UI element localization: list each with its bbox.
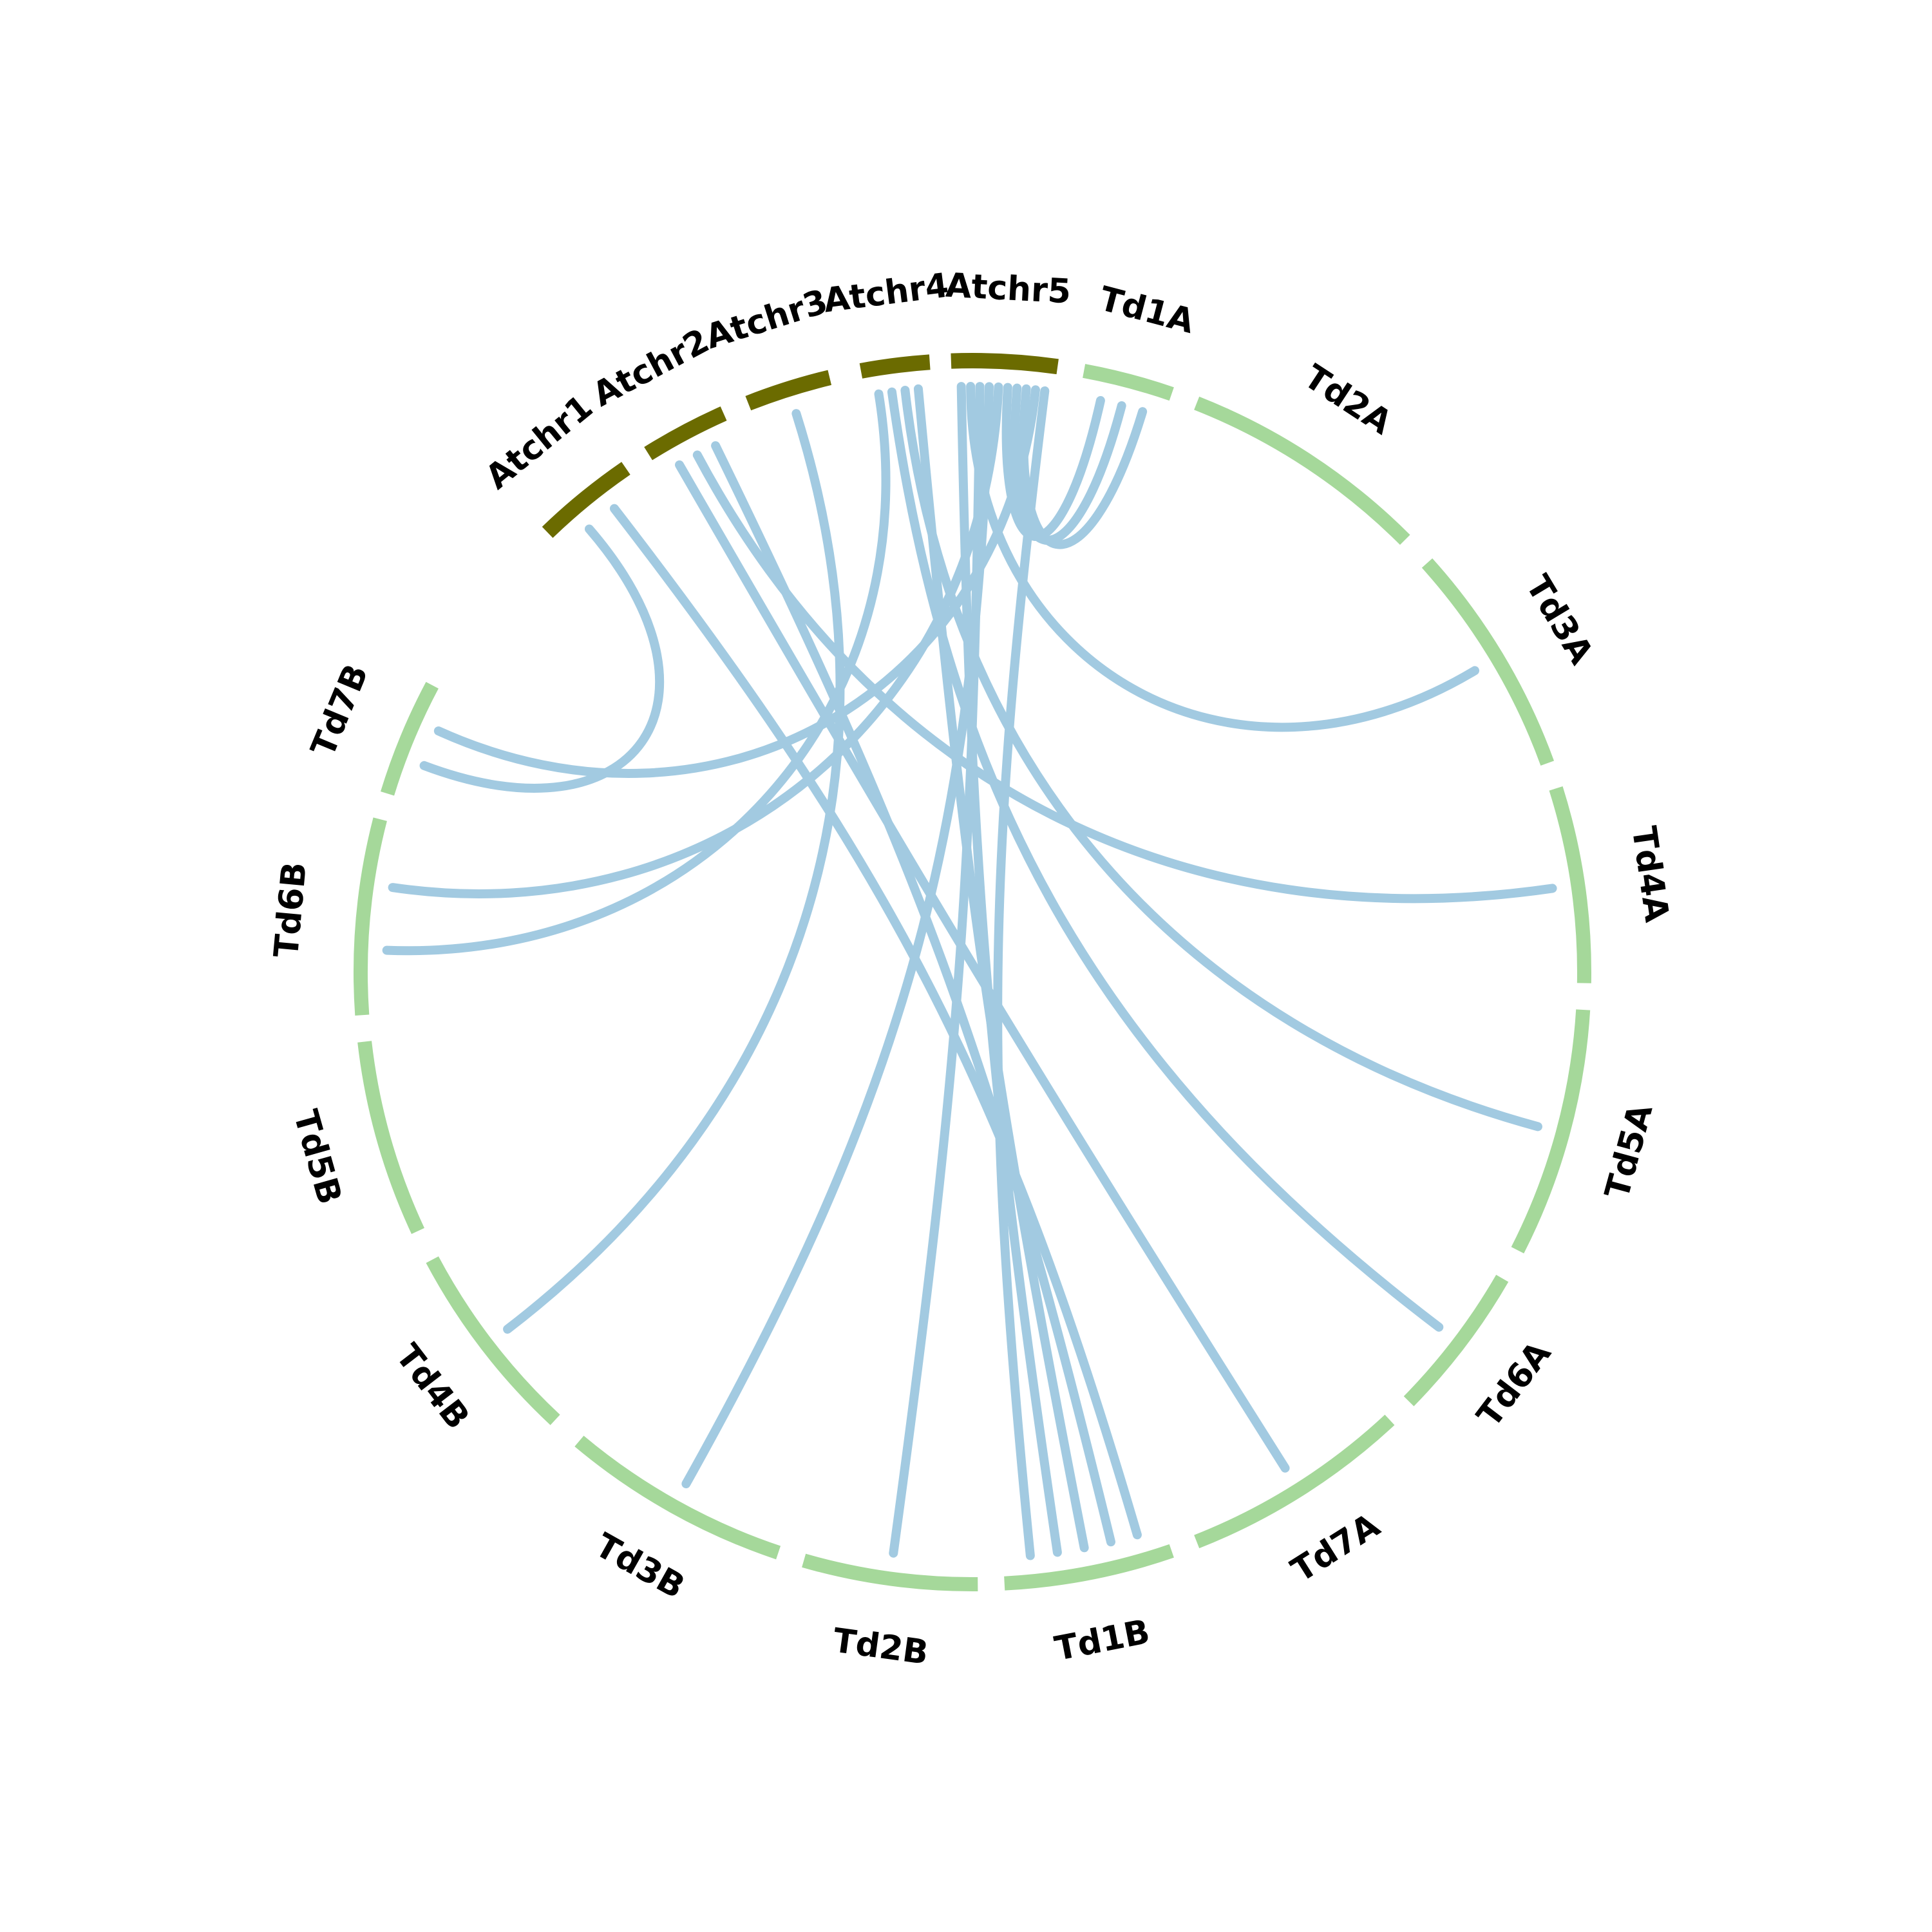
segment-label-atchr1: Atchr1 xyxy=(478,388,600,497)
segment-td6a xyxy=(1403,1274,1509,1406)
segment-label-td2b: Td2B xyxy=(831,1622,931,1672)
link-atchr4-td6b xyxy=(382,389,891,956)
segment-label-td7b: Td7B xyxy=(304,659,376,762)
segment-td7a xyxy=(1194,1414,1395,1549)
link-atchr1-td7b xyxy=(419,524,664,793)
segment-td5b xyxy=(357,1041,424,1235)
segment-label-atchr5: Atchr5 xyxy=(945,266,1072,311)
segment-label-td7a: Td7A xyxy=(1285,1506,1387,1590)
link-atchr2-td1b xyxy=(711,441,1116,1547)
link-atchr5-td3a xyxy=(966,382,1480,732)
segment-td1a xyxy=(1083,364,1174,401)
link-atchr1-td1b xyxy=(609,504,1142,1540)
segment-label-td1a: Td1A xyxy=(1095,279,1198,341)
segment-atchr4 xyxy=(859,354,931,379)
segment-label-td3b: Td3B xyxy=(589,1526,691,1607)
segments-layer xyxy=(354,353,1591,1591)
segment-atchr3 xyxy=(745,370,832,411)
segment-atchr1 xyxy=(542,462,630,538)
segment-td5a xyxy=(1511,1009,1591,1254)
segment-atchr5 xyxy=(951,353,1059,375)
segment-td4b xyxy=(426,1256,560,1425)
link-atchr4-td6a xyxy=(887,387,1444,1332)
segment-label-atchr4: Atchr4 xyxy=(821,266,951,320)
segment-td6b xyxy=(354,817,387,1016)
segment-atchr2 xyxy=(644,406,727,460)
link-atchr5-td1b xyxy=(993,386,1050,1560)
segment-label-td5b: Td5B xyxy=(286,1106,349,1208)
segment-label-td2a: Td2A xyxy=(1297,357,1399,442)
link-atchr3-td4b xyxy=(503,409,845,1334)
segment-label-td6a: Td6A xyxy=(1470,1334,1558,1434)
segment-label-td4b: Td4B xyxy=(388,1337,477,1436)
segment-td2b xyxy=(802,1553,978,1591)
segment-label-td6b: Td6B xyxy=(267,860,314,959)
segment-label-td1b: Td1B xyxy=(1052,1613,1153,1669)
segment-td3b xyxy=(574,1435,781,1560)
segment-td2a xyxy=(1194,396,1410,545)
segment-td3a xyxy=(1421,558,1555,766)
segment-td1b xyxy=(1004,1544,1174,1591)
link-atchr5-td7b xyxy=(433,385,1040,778)
link-atchr5-td6b xyxy=(388,382,1003,898)
link-atchr2-td7a xyxy=(675,460,1290,1473)
segment-label-td4a: Td4A xyxy=(1624,824,1676,924)
segment-label-atchr3: Atchr3 xyxy=(701,282,832,357)
segment-td7b xyxy=(380,681,439,796)
links-layer xyxy=(382,382,1557,1560)
segment-label-td5a: Td5A xyxy=(1598,1100,1660,1203)
segment-label-atchr2: Atchr2 xyxy=(587,321,715,414)
segment-td4a xyxy=(1549,786,1591,983)
segment-label-td3a: Td3A xyxy=(1518,569,1600,671)
